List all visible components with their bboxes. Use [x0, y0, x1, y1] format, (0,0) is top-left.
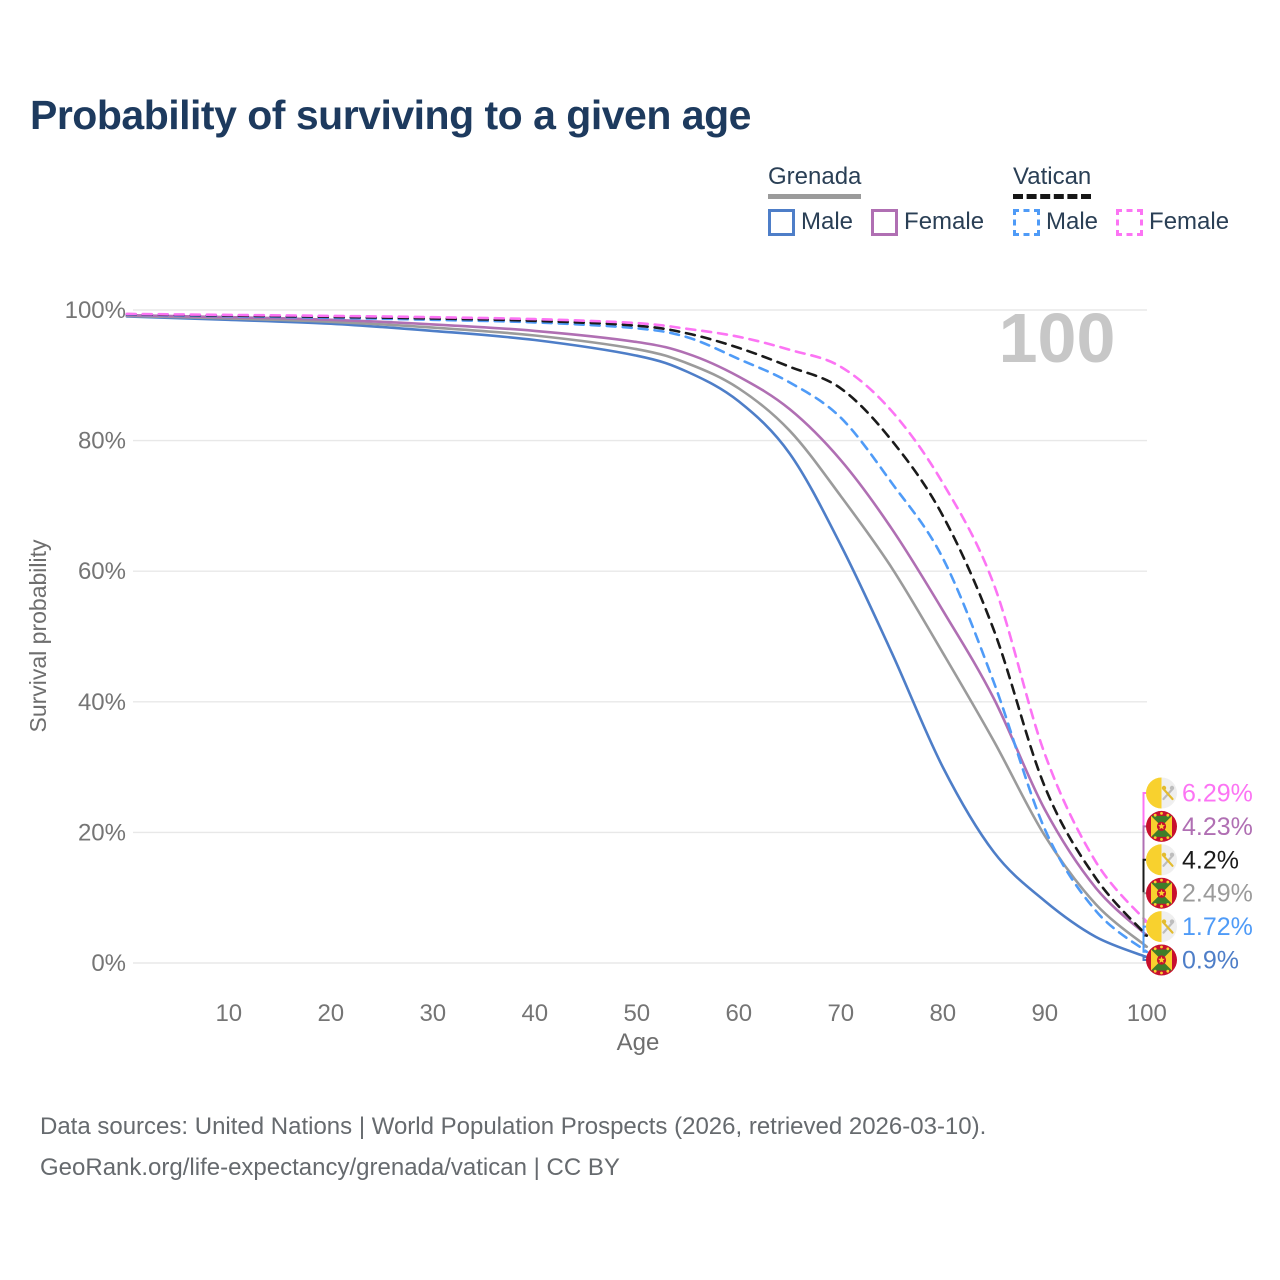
legend-label-vatican-male: Male — [1046, 208, 1099, 235]
footer-attribution: GeoRank.org/life-expectancy/grenada/vati… — [40, 1154, 620, 1181]
vatican-flag-icon — [1145, 777, 1177, 809]
footer: Data sources: United Nations | World Pop… — [40, 1106, 986, 1188]
end-label-value-vatican-male: 1.72% — [1182, 913, 1253, 941]
end-label-value-grenada-male: 0.9% — [1182, 947, 1239, 975]
end-label-value-grenada-female: 4.23% — [1182, 813, 1253, 841]
x-tick-label-90: 90 — [1031, 1000, 1058, 1027]
y-tick-label-100: 100% — [65, 297, 126, 324]
series-line-vatican-female[interactable] — [125, 312, 1149, 924]
y-tick-label-40: 40% — [78, 689, 126, 716]
y-tick-label-80: 80% — [78, 428, 126, 455]
series-line-vatican-combined[interactable] — [125, 312, 1149, 937]
legend-item-vatican-male[interactable]: Male — [1013, 208, 1098, 236]
grenada-flag-icon — [1146, 810, 1177, 842]
gridlines — [133, 309, 1147, 964]
legend-swatch-vatican-male — [1013, 208, 1040, 236]
x-tick-label-60: 60 — [725, 1000, 752, 1027]
x-tick-label-40: 40 — [521, 1000, 548, 1027]
page-title: Probability of surviving to a given age — [30, 92, 751, 138]
watermark-age-100: 100 — [999, 299, 1116, 377]
x-tick-label-70: 70 — [827, 1000, 854, 1027]
y-tick-label-20: 20% — [78, 819, 126, 846]
y-axis-tick-labels: 0% 20% 40% 60% 80% 100% — [65, 297, 126, 977]
series-line-grenada-male[interactable] — [125, 315, 1149, 959]
x-tick-label-20: 20 — [317, 1000, 344, 1027]
end-label-value-vatican-female: 6.29% — [1182, 780, 1253, 808]
series-line-grenada-combined[interactable] — [125, 314, 1149, 948]
y-tick-label-60: 60% — [78, 558, 126, 585]
legend-group-vatican: Vatican Male Female — [1013, 163, 1229, 236]
legend-group-grenada: Grenada Male Female — [768, 163, 984, 236]
vatican-flag-icon — [1145, 911, 1177, 943]
series-line-grenada-female[interactable] — [125, 313, 1149, 937]
y-axis-title: Survival probability — [25, 539, 51, 733]
legend-swatch-vatican-female — [1116, 208, 1144, 236]
legend-item-grenada-male[interactable]: Male — [768, 208, 853, 236]
legend-item-grenada-female[interactable]: Female — [871, 208, 984, 236]
footer-data-sources: Data sources: United Nations | World Pop… — [40, 1113, 987, 1140]
series-lines — [125, 312, 1149, 959]
x-axis-title: Age — [617, 1029, 660, 1056]
x-tick-label-80: 80 — [929, 1000, 956, 1027]
x-tick-label-100: 100 — [1127, 1000, 1167, 1027]
grenada-flag-icon — [1146, 944, 1177, 976]
x-tick-label-10: 10 — [215, 1000, 242, 1027]
legend-group-title-grenada: Grenada — [768, 163, 862, 199]
x-tick-label-30: 30 — [419, 1000, 446, 1027]
legend-swatch-grenada-male — [768, 208, 795, 236]
legend-group-title-vatican: Vatican — [1013, 163, 1092, 199]
vatican-flag-icon — [1145, 844, 1177, 876]
legend-swatch-grenada-female — [871, 208, 899, 236]
x-axis-tick-labels: 10 20 30 40 50 60 70 80 90 100 — [215, 1000, 1166, 1027]
x-tick-label-50: 50 — [623, 1000, 650, 1027]
end-label-value-grenada-combined: 2.49% — [1182, 880, 1253, 908]
y-tick-label-0: 0% — [91, 950, 126, 977]
legend-label-vatican-female: Female — [1149, 208, 1230, 235]
legend-label-grenada-female: Female — [904, 208, 985, 235]
series-end-labels: 6.29% 4.23% 4.2% 2.49% 1.72% — [1142, 777, 1253, 976]
legend-item-vatican-female[interactable]: Female — [1116, 208, 1229, 236]
grenada-flag-icon — [1146, 877, 1177, 909]
legend-label-grenada-male: Male — [801, 208, 854, 235]
end-label-value-vatican-combined: 4.2% — [1182, 846, 1239, 874]
